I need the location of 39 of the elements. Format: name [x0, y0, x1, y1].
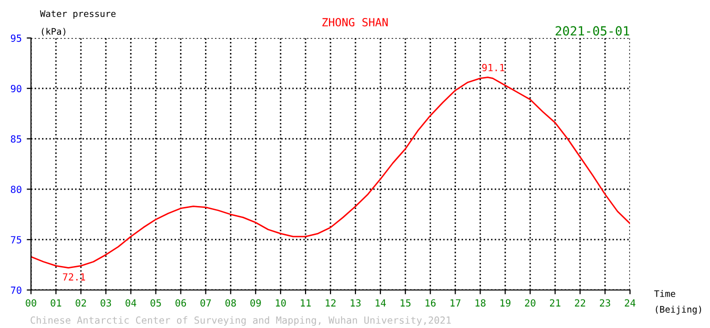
text: Chinese Antarctic Center of Surveying and Mapping, Wuhan University,2021 [30, 316, 451, 326]
x-tick-label: 18 [476, 299, 486, 307]
annotation: 72.1 [62, 273, 86, 280]
x-tick-label: 22 [574, 299, 586, 306]
line-series [31, 76, 630, 269]
x-tick-label: 03 [100, 299, 111, 307]
x-tick-label: 11 [300, 299, 311, 306]
y-axis-title: Water pressure (kPa) [40, 10, 116, 36]
y-tick-label: 90 [10, 84, 22, 92]
x-tick-label: 05 [150, 299, 161, 307]
x-tick-label: 19 [500, 299, 510, 307]
x-tick-label: 06 [176, 299, 186, 307]
y-tick-label: 75 [10, 236, 22, 244]
x-tick-label: 02 [76, 299, 86, 307]
x-tick-label: 17 [450, 299, 460, 306]
x-tick-label: 14 [376, 299, 386, 306]
x-tick-label: 01 [50, 299, 62, 307]
y-tick-label: 70 [10, 286, 22, 294]
chart-title: ZHONG SHAN [322, 18, 388, 26]
x-tick-label: 09 [250, 299, 261, 307]
x-tick-label: 12 [326, 299, 336, 306]
x-axis-title: Time (Beijing) [654, 290, 702, 315]
x-tick-label: 20 [525, 299, 536, 307]
y-tick-label: 85 [10, 135, 22, 143]
x-tick-label: 10 [276, 299, 286, 307]
x-tick-label: 04 [126, 299, 136, 307]
x-tick-label: 21 [550, 299, 560, 306]
x-tick-label: 00 [26, 299, 36, 307]
chart-subtitle: 2021-05-01 [556, 26, 630, 36]
x-tick-label: 07 [200, 299, 211, 307]
x-tick-label: 16 [426, 299, 436, 307]
y-tick-label: 95 [10, 34, 22, 42]
x-tick-label: 24 [624, 299, 636, 306]
x-tick-label: 08 [225, 299, 236, 307]
x-tick-label: 23 [600, 299, 610, 307]
annotation: 91.1 [482, 64, 504, 72]
x-tick-label: 15 [400, 299, 410, 307]
y-tick-label: 80 [10, 186, 22, 194]
x-tick-label: 13 [350, 299, 361, 307]
